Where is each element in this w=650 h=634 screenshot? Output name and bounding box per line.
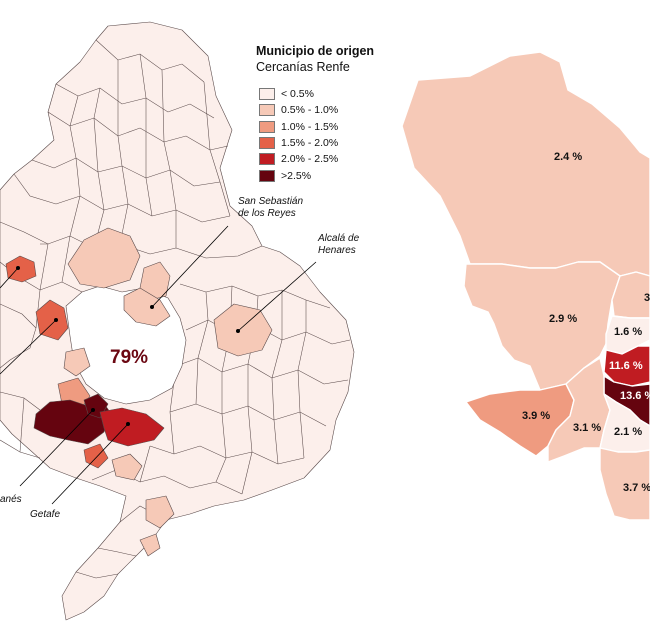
district-label-south-west-inner: 3.1 % — [573, 422, 602, 434]
district-label-south-center: 13.6 % — [620, 390, 650, 402]
muni-tan-large — [67, 227, 141, 289]
leader-dot-w — [54, 318, 58, 322]
leader-dot-san-sebastian — [150, 305, 154, 309]
district-west — [463, 261, 621, 391]
madrid-share-label: 79% — [110, 347, 149, 368]
legend-label: < 0.5% — [281, 88, 314, 101]
legend-swatch — [259, 169, 275, 182]
legend-swatch — [259, 153, 275, 166]
callout-line: Henares — [318, 245, 356, 256]
muni-se-tan — [145, 495, 175, 529]
legend-item: 1.0% - 1.5% — [259, 119, 338, 135]
legend-label: 1.0% - 1.5% — [281, 120, 339, 133]
district-label-center: 11.6 % — [609, 360, 643, 372]
callout-line: San Sebastián — [238, 196, 304, 207]
district-center — [603, 345, 650, 387]
district-label-southwest: 3.9 % — [522, 410, 551, 422]
leader-getafe — [51, 423, 129, 505]
municipal-borders — [0, 39, 351, 579]
callout-getafe: Getafe — [30, 509, 61, 520]
callout-alcala: Alcalá de Henares — [318, 233, 359, 257]
district-label-center-west: 1.6 % — [614, 326, 643, 338]
muni-s-tan-2 — [139, 533, 161, 557]
leader-alcala — [237, 261, 317, 332]
legend-label: 2.0% - 2.5% — [281, 153, 339, 166]
legend-swatch — [259, 120, 275, 133]
legend-item: 2.0% - 2.5% — [259, 151, 338, 167]
callout-san-sebastian: San Sebastián de los Reyes — [238, 196, 303, 220]
leader-san-sebastian — [151, 225, 229, 308]
leader-dot-leganes — [91, 408, 95, 412]
legend-item: >2.5% — [259, 167, 338, 183]
leader-dot-nw — [16, 266, 20, 270]
district-label-south: 3.7 % — [623, 482, 650, 494]
legend-title: Municipio de origen — [256, 44, 375, 58]
legend-swatch — [259, 137, 275, 150]
leader-w — [0, 319, 57, 375]
legend-subtitle: Cercanías Renfe — [256, 60, 350, 74]
muni-s-tan — [111, 453, 143, 481]
legend-item: 1.5% - 2.0% — [259, 135, 338, 151]
legend-label: >2.5% — [281, 169, 312, 182]
muni-w-tan — [63, 347, 91, 377]
district-south-west-inner — [547, 357, 611, 463]
muni-s-orange — [83, 443, 109, 469]
muni-alcala — [213, 303, 273, 357]
district-label-north: 2.4 % — [554, 151, 583, 163]
city-map — [401, 51, 650, 521]
district-label-west: 2.9 % — [549, 313, 578, 325]
muni-w-orange — [35, 299, 69, 341]
district-south — [599, 447, 650, 521]
legend-swatch — [259, 104, 275, 117]
callout-leganes: anés — [0, 494, 22, 505]
leader-dot-alcala — [236, 329, 240, 333]
callout-line: Alcalá de — [318, 233, 360, 244]
region-map — [0, 21, 355, 621]
leader-leganes — [19, 409, 94, 487]
legend-label: 0.5% - 1.0% — [281, 104, 339, 117]
district-north — [401, 51, 650, 277]
leader-dot-getafe — [126, 422, 130, 426]
legend: < 0.5% 0.5% - 1.0% 1.0% - 1.5% 1.5% - 2.… — [259, 86, 338, 184]
leader-nw — [0, 267, 19, 289]
legend-item: 0.5% - 1.0% — [259, 102, 338, 118]
district-label-south-inner: 2.1 % — [614, 426, 643, 438]
muni-nw-orange — [5, 255, 37, 283]
muni-san-sebastian — [123, 287, 171, 327]
legend-item: < 0.5% — [259, 86, 338, 102]
legend-swatch — [259, 88, 275, 101]
district-label-east-partial: 3 — [644, 292, 650, 304]
callout-line: de los Reyes — [238, 208, 296, 219]
legend-label: 1.5% - 2.0% — [281, 137, 339, 150]
